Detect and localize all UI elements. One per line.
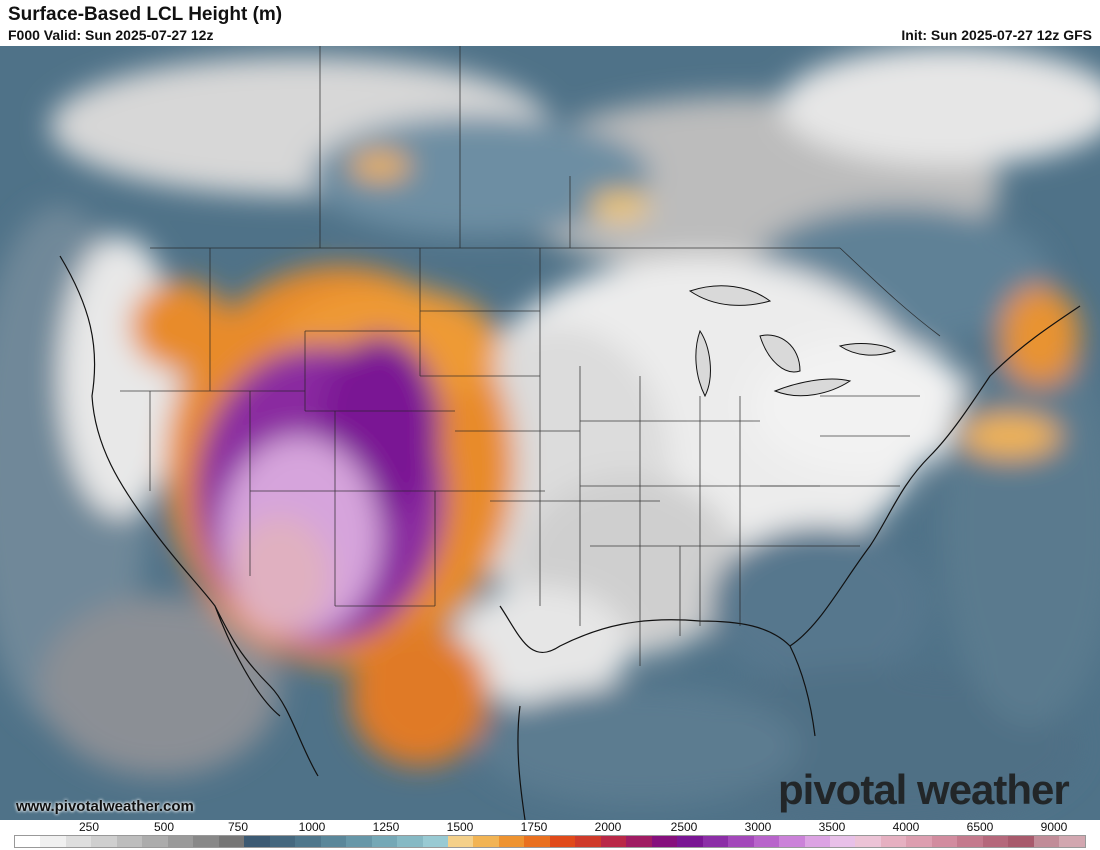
legend-tick: 250 (78, 820, 100, 834)
legend-swatch (40, 836, 66, 847)
color-legend: 250 500 750 1000 1250 1500 1750 2000 250… (0, 820, 1100, 850)
legend-swatch (473, 836, 499, 847)
init-time: Init: Sun 2025-07-27 12z GFS (901, 27, 1092, 43)
legend-swatch (982, 836, 1009, 847)
valid-time: F000 Valid: Sun 2025-07-27 12z (8, 27, 214, 43)
great-lakes (688, 285, 897, 398)
legend-swatch (626, 836, 652, 847)
legend-swatch (193, 836, 219, 847)
legend-swatch (65, 836, 92, 847)
legend-swatch (447, 836, 474, 847)
legend-tick: 1500 (446, 820, 474, 834)
legend-swatch (880, 836, 907, 847)
legend-swatch (498, 836, 525, 847)
legend-swatch (702, 836, 729, 847)
legend-swatch (244, 836, 270, 847)
legend-tick: 9000 (1040, 820, 1068, 834)
legend-swatch (753, 836, 780, 847)
legend-swatch (15, 836, 41, 847)
legend-swatch (218, 836, 245, 847)
legend-swatch (957, 836, 983, 847)
website-watermark: www.pivotalweather.com (16, 798, 194, 815)
legend-tick: 6500 (966, 820, 994, 834)
legend-swatch (1059, 836, 1085, 847)
legend-swatch (397, 836, 423, 847)
legend-swatch (677, 836, 703, 847)
legend-tick: 1750 (520, 820, 548, 834)
legend-swatch (931, 836, 958, 847)
legend-swatch (346, 836, 372, 847)
legend-swatch (600, 836, 627, 847)
legend-swatch (320, 836, 347, 847)
legend-tick: 2000 (594, 820, 622, 834)
lcl-map-graphic (0, 46, 1100, 820)
legend-swatch (371, 836, 398, 847)
coastline (59, 255, 1081, 820)
political-borders (120, 46, 941, 666)
legend-swatch (167, 836, 194, 847)
legend-swatch (906, 836, 932, 847)
legend-swatch (116, 836, 143, 847)
map-title: Surface-Based LCL Height (m) (8, 4, 283, 25)
legend-tick: 500 (153, 820, 175, 834)
legend-tick: 4000 (892, 820, 920, 834)
legend-swatch (549, 836, 576, 847)
legend-swatch (651, 836, 678, 847)
legend-tick: 3000 (744, 820, 772, 834)
legend-tick: 1000 (298, 820, 326, 834)
legend-swatch (422, 836, 448, 847)
legend-swatch (575, 836, 601, 847)
legend-swatch (524, 836, 550, 847)
legend-swatch (1008, 836, 1034, 847)
legend-swatch (91, 836, 117, 847)
legend-tick: 750 (227, 820, 249, 834)
legend-tick: 3500 (818, 820, 846, 834)
legend-swatch (779, 836, 805, 847)
weather-map (0, 46, 1100, 820)
legend-tick: 2500 (670, 820, 698, 834)
legend-tick: 1250 (372, 820, 400, 834)
legend-swatch (804, 836, 830, 847)
lcl-field (0, 46, 1100, 820)
legend-swatch (295, 836, 321, 847)
header: Surface-Based LCL Height (m) F000 Valid:… (0, 0, 1100, 46)
legend-swatch (855, 836, 881, 847)
legend-swatch (728, 836, 754, 847)
legend-swatch (1033, 836, 1060, 847)
legend-color-scale (14, 835, 1086, 848)
legend-swatch (830, 836, 856, 847)
legend-swatch (269, 836, 296, 847)
brand-watermark: pivotal weather (778, 766, 1070, 813)
legend-swatch (142, 836, 168, 847)
